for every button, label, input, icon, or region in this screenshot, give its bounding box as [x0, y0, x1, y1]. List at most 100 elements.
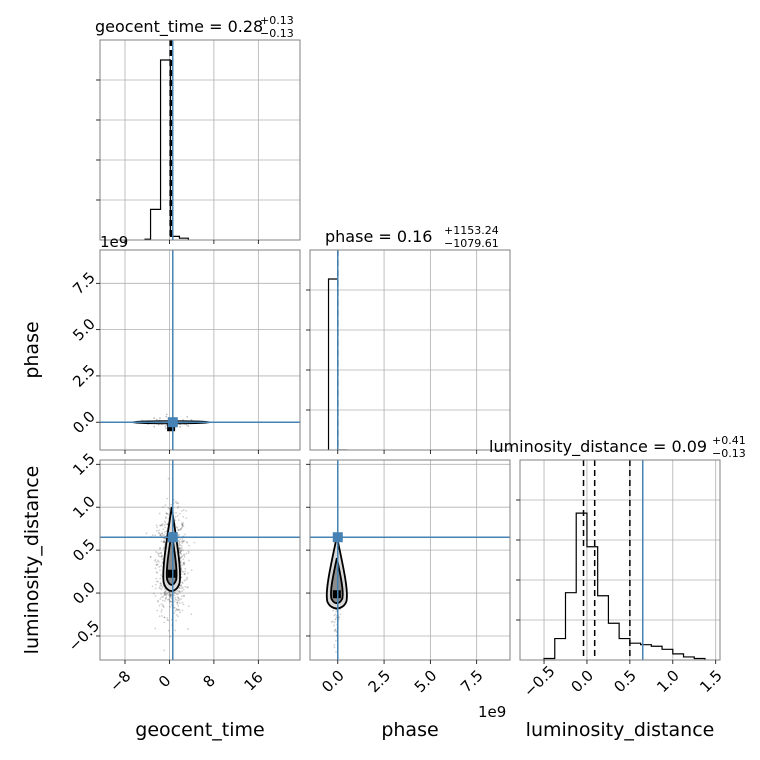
sample-point	[182, 588, 185, 591]
sample-point	[190, 569, 193, 572]
sample-point	[185, 424, 188, 426]
sample-point	[179, 611, 182, 614]
sample-point	[333, 644, 336, 646]
truth-marker	[167, 417, 178, 428]
y-tick-label-phase: 0.0	[69, 407, 99, 437]
title-minus-geocent-time: −0.13	[260, 27, 294, 40]
sample-point	[178, 512, 181, 515]
y-tick-label-luminosity-distance: 0.5	[69, 535, 99, 565]
sample-point	[163, 524, 166, 527]
sample-point	[159, 587, 162, 590]
sample-point	[174, 598, 177, 601]
sample-point	[165, 512, 168, 515]
sample-point	[178, 591, 181, 594]
sample-point	[180, 528, 183, 530]
sample-point	[183, 562, 185, 565]
sample-point	[162, 506, 165, 508]
sample-point	[163, 546, 166, 549]
sample-point	[180, 584, 182, 586]
sample-point	[158, 586, 161, 589]
sample-point	[334, 629, 337, 631]
sample-point	[163, 616, 166, 619]
x-axis-label-phase: phase	[381, 719, 438, 741]
sample-point	[164, 425, 167, 428]
sample-point	[160, 596, 163, 599]
sample-point	[179, 590, 181, 593]
sample-point	[185, 517, 188, 520]
sample-point	[167, 507, 170, 510]
sample-point	[180, 566, 183, 569]
sample-point	[187, 425, 190, 427]
sample-point	[182, 419, 185, 422]
sample-point	[180, 568, 183, 571]
sample-point	[165, 516, 167, 518]
sample-point	[176, 603, 179, 605]
sample-point	[178, 542, 181, 544]
sample-point	[333, 630, 336, 632]
sample-point	[188, 544, 190, 547]
panel-frame	[519, 459, 721, 661]
sample-point	[153, 417, 156, 420]
sample-point	[179, 425, 182, 428]
sample-point	[178, 547, 181, 549]
sample-point	[334, 628, 337, 631]
sample-point	[159, 534, 162, 536]
sample-point	[166, 617, 169, 619]
sample-point	[173, 611, 176, 614]
sample-point	[156, 572, 159, 574]
sample-point	[185, 540, 188, 543]
sample-point	[174, 609, 177, 612]
sample-point	[153, 425, 156, 428]
sample-point	[179, 550, 182, 553]
sample-point	[163, 592, 166, 595]
sample-point	[182, 603, 185, 606]
sample-point	[165, 424, 168, 426]
sample-point	[154, 559, 156, 562]
sample-point	[156, 552, 159, 555]
sample-point	[182, 549, 184, 552]
sample-point	[159, 547, 161, 549]
sample-point	[162, 547, 165, 550]
sample-point	[179, 557, 182, 559]
sample-point	[158, 566, 161, 568]
sample-point	[177, 615, 180, 618]
scatter-panel-phase-vs-luminosity-distance: 0.0 2.5 5.0 7.5	[306, 459, 511, 696]
sample-point	[182, 515, 185, 518]
sample-point	[155, 418, 158, 421]
sample-point	[162, 541, 165, 544]
sample-point	[176, 601, 179, 604]
grid-lines	[100, 40, 300, 240]
sample-point	[164, 537, 167, 540]
sample-point	[161, 596, 164, 598]
sample-point	[163, 593, 166, 596]
sample-point	[178, 548, 181, 551]
title-minus-luminosity-distance: −0.13	[712, 447, 746, 460]
sample-point	[163, 616, 166, 619]
x-tick-label-luminosity-distance: 0.0	[567, 666, 597, 696]
sample-point	[182, 521, 185, 524]
sample-point	[163, 541, 166, 544]
sample-point	[179, 552, 182, 555]
sample-point	[147, 423, 149, 425]
sample-point	[183, 561, 186, 564]
sample-point	[156, 580, 158, 583]
x-tick-label-geocent-time: 16	[241, 668, 267, 694]
title-median-luminosity-distance: 0.09	[671, 437, 707, 456]
sample-point	[163, 530, 166, 533]
sample-point	[160, 583, 163, 586]
sample-point	[173, 592, 176, 595]
histogram-step-geocent-time	[149, 59, 189, 240]
sample-point	[167, 619, 170, 622]
sample-point	[190, 419, 193, 421]
sample-point	[161, 558, 164, 561]
sample-point	[161, 532, 164, 535]
y-tick-label-phase: 7.5	[69, 269, 99, 299]
sample-point	[177, 540, 180, 543]
sample-point	[177, 528, 180, 531]
sample-point	[160, 524, 163, 526]
sample-point	[163, 621, 166, 624]
sample-point	[176, 502, 179, 505]
x-tick-label-luminosity-distance: 1.5	[696, 666, 726, 696]
sample-point	[159, 417, 161, 419]
sample-point	[151, 585, 154, 588]
